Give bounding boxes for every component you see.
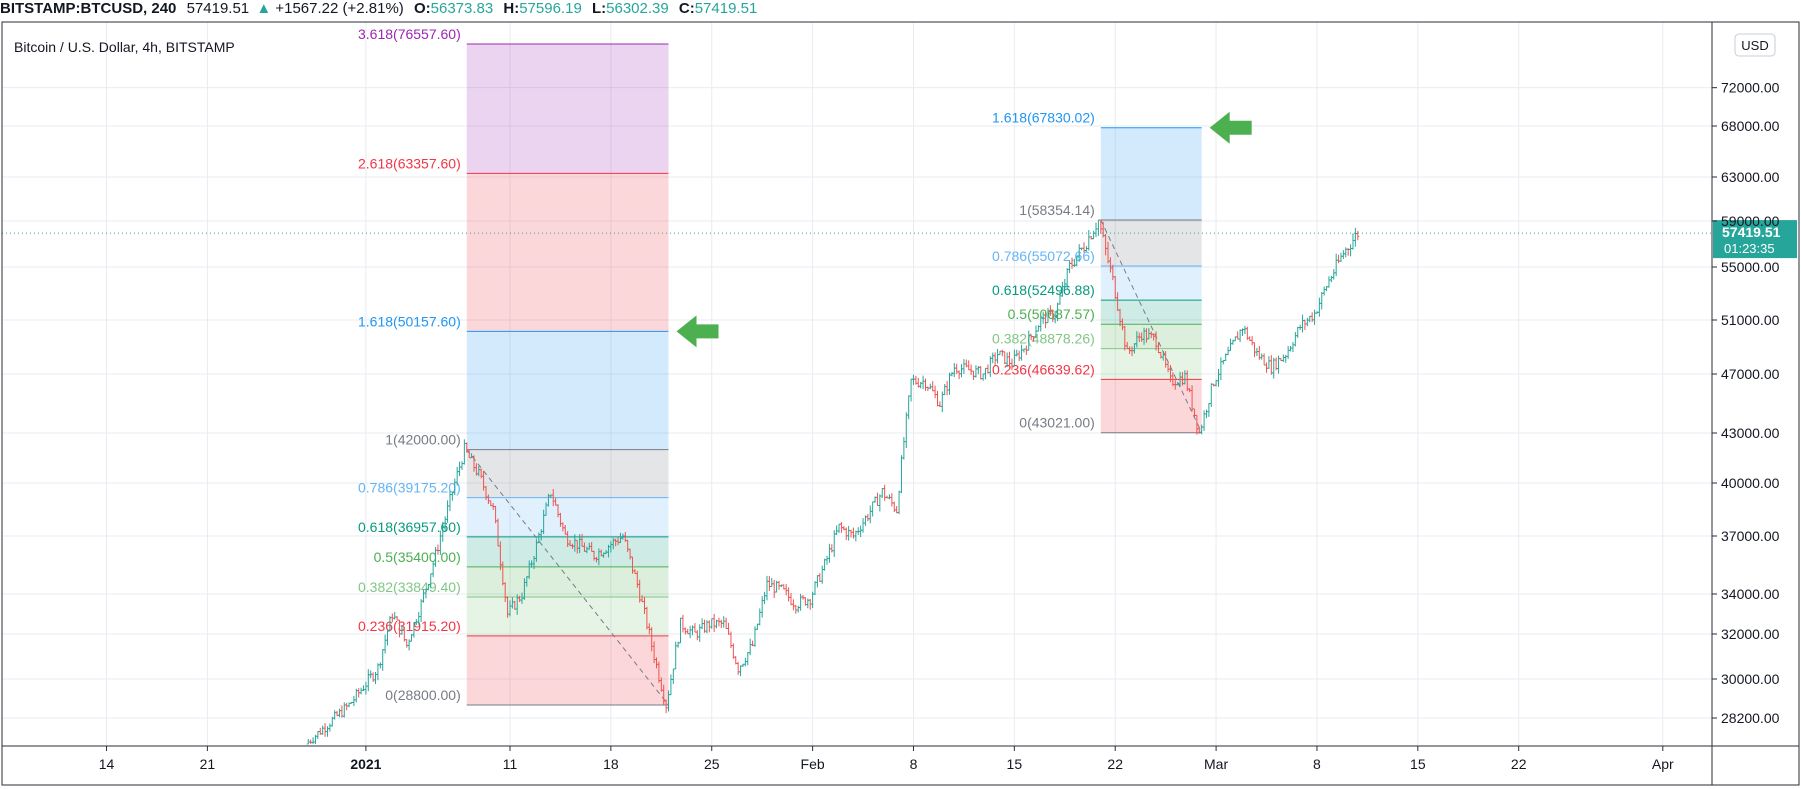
fib-level-label: 0.236(31915.20) [358,618,461,634]
fib-level-label: 1(58354.14) [1019,202,1095,218]
green-arrow-icon [1209,111,1252,144]
time-tick-label: 22 [1511,756,1527,772]
price-change: +1567.22 (+2.81%) [275,0,404,17]
last-price: 57419.51 [186,0,250,17]
low-value: 56302.39 [606,0,669,17]
fib-level-label: 1(42000.00) [385,432,461,448]
time-tick-label: 15 [1410,756,1426,772]
fib-level-label: 0.786(55072.66) [992,248,1095,264]
symbol-header: BITSTAMP:BTCUSD, 240 57419.51 ▲ +1567.22… [0,0,1801,20]
fib-trend-line [1100,219,1203,433]
fib-level-label: 3.618(76557.60) [358,26,461,42]
last-price-tag-countdown: 01:23:35 [1724,241,1775,256]
time-tick-label: Apr [1652,756,1674,772]
price-tick-label: 30000.00 [1721,671,1780,687]
high-label: H: [503,0,520,17]
price-tick-label: 63000.00 [1721,169,1780,185]
price-tick-label: 55000.00 [1721,259,1780,275]
fib-level-label: 0.786(39175.20) [358,480,461,496]
price-tick-label: 68000.00 [1721,118,1780,134]
price-tick-label: 72000.00 [1721,80,1780,96]
time-tick-label: 8 [910,756,918,772]
time-tick-label: 25 [704,756,720,772]
close-label: C: [678,0,695,17]
change-arrow-icon: ▲ [256,0,272,17]
last-price-tag-bg [1713,220,1797,259]
fib-level-label: 0.618(36957.60) [358,519,461,535]
fib-zone [466,173,669,332]
fib-level-label: 0.382(48878.26) [992,331,1095,347]
price-tick-label: 32000.00 [1721,626,1780,642]
fib-level-label: 0.236(46639.62) [992,361,1095,377]
price-tick-label: 40000.00 [1721,475,1780,491]
fib-zone [1100,300,1202,325]
price-tick-label: 28200.00 [1721,710,1780,726]
time-tick-label: 18 [603,756,619,772]
grid-lines [2,22,1712,746]
fib-retracement-1: 0(28800.00) 0.236(31915.20) 0.382(33849.40… [358,26,669,706]
fib-level-label: 0.618(52496.88) [992,282,1095,298]
price-tick-label: 34000.00 [1721,586,1780,602]
fib-zone [466,331,669,450]
low-label: L: [591,0,607,17]
price-tick-label: 43000.00 [1721,425,1780,441]
fib-zone [466,566,669,598]
time-tick-label: 14 [99,756,115,772]
fib-level-label: 1.618(50157.60) [358,313,461,329]
fib-level-label: 0.5(50687.57) [1008,306,1095,322]
currency-badge-label: USD [1741,38,1768,53]
price-tick-label: 37000.00 [1721,528,1780,544]
candlestick-series [306,219,1360,745]
fib-level-label: 0(28800.00) [385,687,461,703]
fib-trend-line [466,449,669,706]
pane-border [1,21,1800,786]
close-value: 57419.51 [694,0,758,17]
time-tick-label: 8 [1313,756,1321,772]
fib-level-label: 0.382(33849.40) [358,579,461,595]
price-tick-label: 47000.00 [1721,366,1780,382]
open-value: 56373.83 [430,0,494,17]
fib-zone [1100,379,1202,433]
high-value: 57596.19 [519,0,582,17]
chart-overlay: Bitcoin / U.S. Dollar, 4h, BITSTAMP 57419… [2,33,1797,348]
fib-zone [1100,265,1202,301]
fib-level-label: 0(43021.00) [1019,415,1095,431]
fib-zone [1100,348,1202,380]
fib-zone [1100,220,1202,266]
open-label: O: [413,0,431,17]
price-tick-label: 51000.00 [1721,312,1780,328]
green-arrow-icon [676,315,719,348]
time-tick-label: 15 [1007,756,1023,772]
time-tick-label: 22 [1107,756,1123,772]
price-tick-label: 59000.00 [1721,213,1780,229]
time-tick-label: 21 [200,756,216,772]
chart-axes: 28200.00 30000.00 32000.00 34000.00 37000.00… [1,21,1800,786]
last-price-tag-value: 57419.51 [1722,224,1781,240]
time-tick-label: 2021 [350,756,381,772]
fib-level-label: 1.618(67830.02) [992,110,1095,126]
symbol-label[interactable]: BITSTAMP:BTCUSD, 240 [0,0,177,17]
fib-zone [466,449,669,498]
fib-zone [466,497,669,537]
legend-title: Bitcoin / U.S. Dollar, 4h, BITSTAMP [14,39,235,55]
fib-zone [1100,127,1202,220]
currency-badge: USD [1734,33,1776,57]
fib-zone [466,44,669,174]
time-tick-label: Mar [1204,756,1228,772]
time-tick-label: 11 [503,756,518,772]
fib-level-label: 2.618(63357.60) [358,155,461,171]
fib-retracement-2: 0(43021.00) 0.236(46639.62) 0.382(48878.26… [992,110,1203,434]
fibonacci-drawings[interactable]: 0(28800.00) 0.236(31915.20) 0.382(33849.40… [358,26,1203,706]
time-tick-label: Feb [801,756,825,772]
fib-zone [466,597,669,636]
fib-level-label: 0.5(35400.00) [374,549,461,565]
currency-badge-box [1734,33,1776,57]
fib-zone [466,635,669,705]
